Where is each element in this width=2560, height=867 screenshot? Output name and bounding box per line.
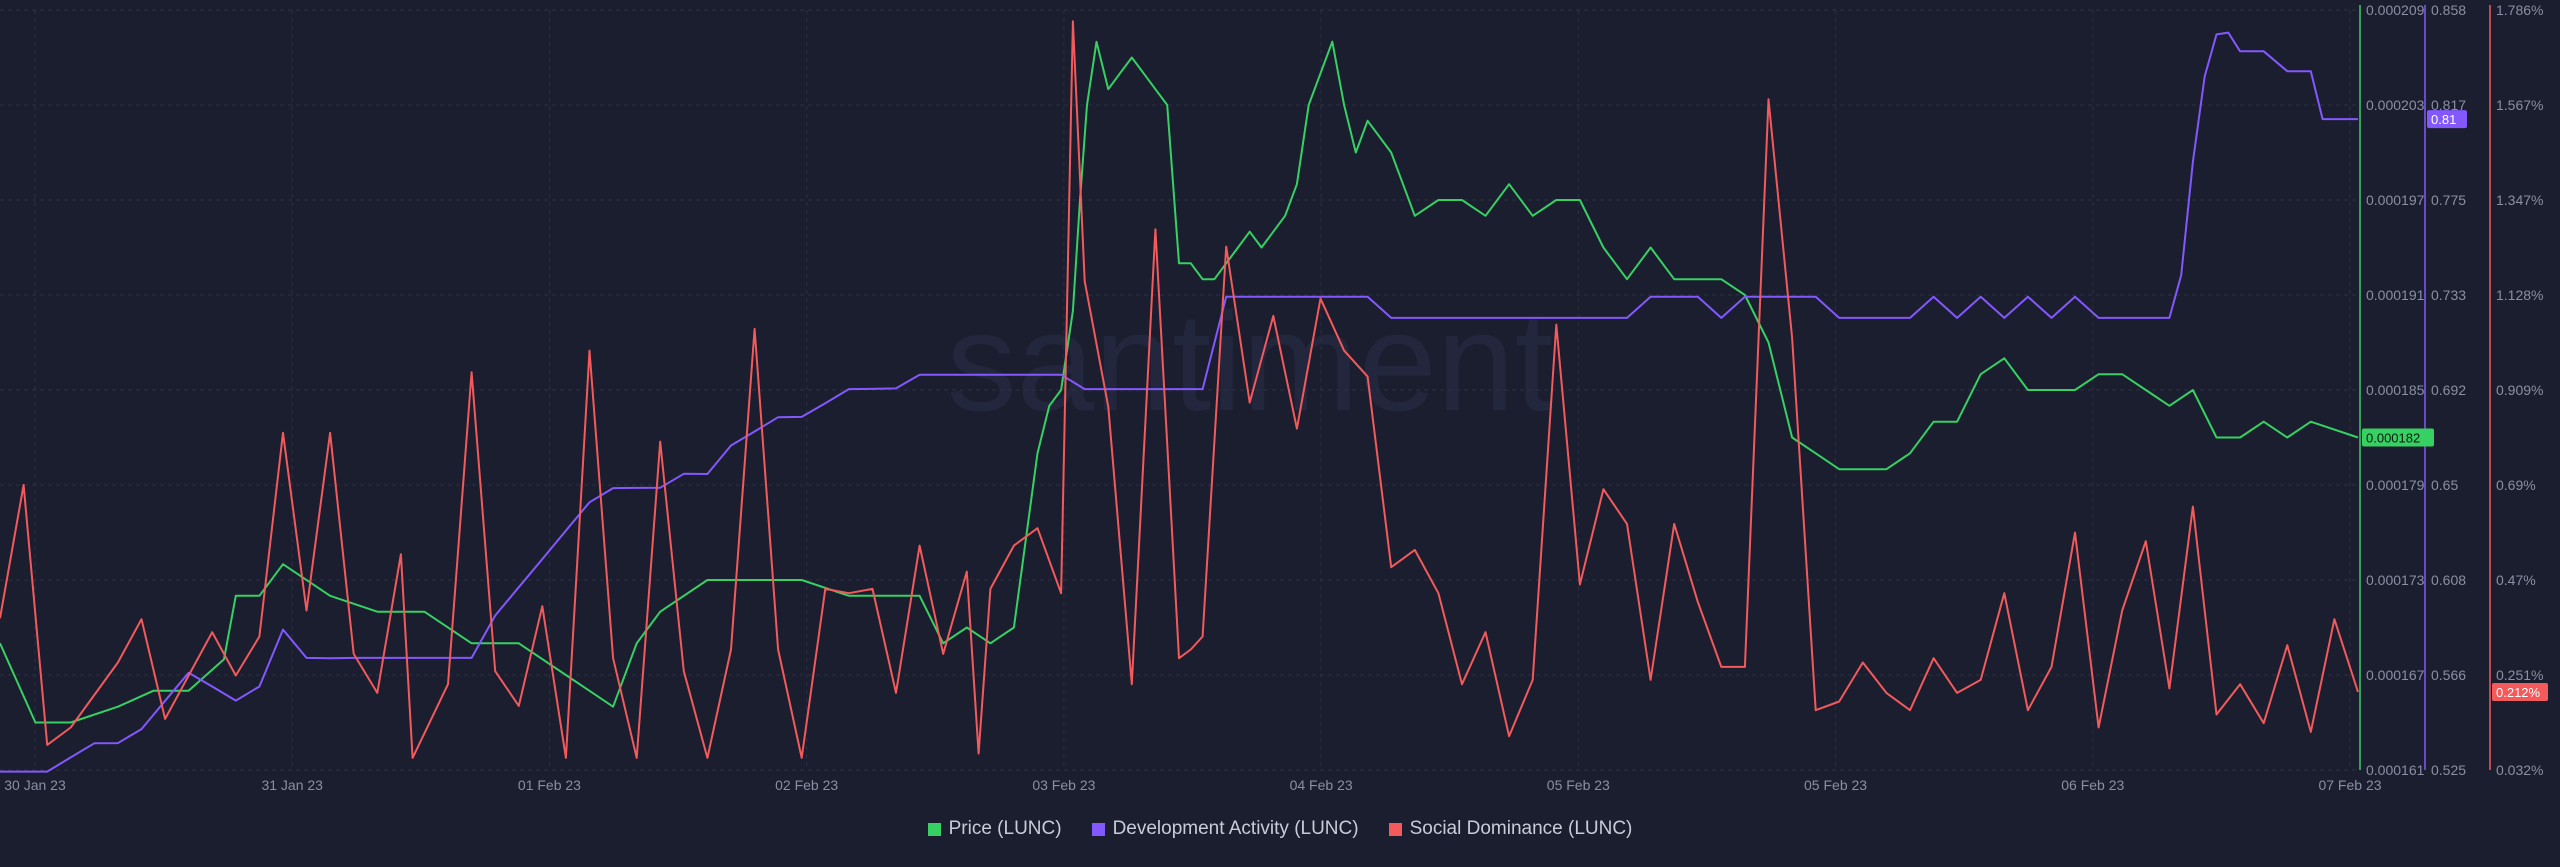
dev-tick-label: 0.733 (2431, 287, 2466, 303)
series-line-dev (0, 31, 2358, 773)
legend-label-social: Social Dominance (LUNC) (1409, 818, 1633, 839)
legend: Price (LUNC) Development Activity (LUNC)… (0, 818, 2560, 840)
price-tick-label: 0.000209 (2366, 2, 2425, 18)
legend-swatch-price (927, 822, 941, 836)
social-value-badge: 0.212% (2492, 683, 2548, 702)
dev-tick-label: 0.817 (2431, 97, 2466, 113)
x-tick-label: 01 Feb 23 (518, 777, 581, 793)
series-group (0, 20, 2359, 773)
social-tick-label: 0.032% (2496, 762, 2543, 778)
dev-tick-label: 0.858 (2431, 2, 2466, 18)
social-tick-label: 0.251% (2496, 667, 2543, 683)
x-tick-label: 05 Feb 23 (1547, 777, 1610, 793)
social-tick-label: 1.347% (2496, 192, 2543, 208)
price-tick-label: 0.000167 (2366, 667, 2425, 683)
social-tick-label: 0.47% (2496, 572, 2536, 588)
social-tick-label: 1.786% (2496, 2, 2543, 18)
x-tick-label: 06 Feb 23 (2061, 777, 2124, 793)
social-tick-label: 1.128% (2496, 287, 2543, 303)
price-value-badge: 0.000182 (2362, 428, 2434, 447)
series-line-price (0, 40, 2359, 724)
legend-label-dev: Development Activity (LUNC) (1112, 818, 1359, 839)
legend-swatch-dev (1091, 822, 1105, 836)
dev-badge-text: 0.81 (2431, 112, 2456, 127)
social-tick-label: 0.909% (2496, 382, 2543, 398)
dev-tick-label: 0.566 (2431, 667, 2466, 683)
grid (0, 9, 2358, 771)
dev-tick-label: 0.775 (2431, 192, 2466, 208)
x-tick-label: 02 Feb 23 (775, 777, 838, 793)
social-badge-text: 0.212% (2496, 685, 2541, 700)
social-tick-label: 1.567% (2496, 97, 2543, 113)
legend-label-price: Price (LUNC) (948, 818, 1062, 839)
series-line-social (0, 20, 2359, 759)
legend-item-price[interactable]: Price (LUNC) (927, 818, 1062, 840)
price-tick-label: 0.000203 (2366, 97, 2425, 113)
x-tick-label: 30 Jan 23 (4, 777, 66, 793)
social-tick-label: 0.69% (2496, 477, 2536, 493)
price-tick-label: 0.000179 (2366, 477, 2425, 493)
price-tick-label: 0.000161 (2366, 762, 2425, 778)
price-tick-label: 0.000197 (2366, 192, 2425, 208)
dev-tick-label: 0.525 (2431, 762, 2466, 778)
axes: 0.000209 0.000203 0.000197 0.000191 0.000185… (2359, 2, 2548, 778)
price-tick-label: 0.000173 (2366, 572, 2425, 588)
price-badge-text: 0.000182 (2366, 431, 2420, 446)
legend-item-dev[interactable]: Development Activity (LUNC) (1091, 818, 1359, 840)
watermark: santiment (947, 283, 1554, 440)
dev-tick-label: 0.692 (2431, 382, 2466, 398)
x-axis: 30 Jan 23 31 Jan 23 01 Feb 23 02 Feb 23 03 F… (4, 777, 2381, 793)
x-tick-label: 05 Feb 23 (1804, 777, 1867, 793)
dev-tick-label: 0.65 (2431, 477, 2458, 493)
x-tick-label: 03 Feb 23 (1032, 777, 1095, 793)
x-tick-label: 04 Feb 23 (1290, 777, 1353, 793)
price-tick-label: 0.000185 (2366, 382, 2425, 398)
price-tick-label: 0.000191 (2366, 287, 2425, 303)
legend-swatch-social (1388, 822, 1402, 836)
dev-tick-label: 0.608 (2431, 572, 2466, 588)
x-tick-label: 31 Jan 23 (261, 777, 323, 793)
dev-value-badge: 0.81 (2427, 110, 2467, 129)
legend-item-social[interactable]: Social Dominance (LUNC) (1388, 818, 1633, 840)
x-tick-label: 07 Feb 23 (2318, 777, 2381, 793)
